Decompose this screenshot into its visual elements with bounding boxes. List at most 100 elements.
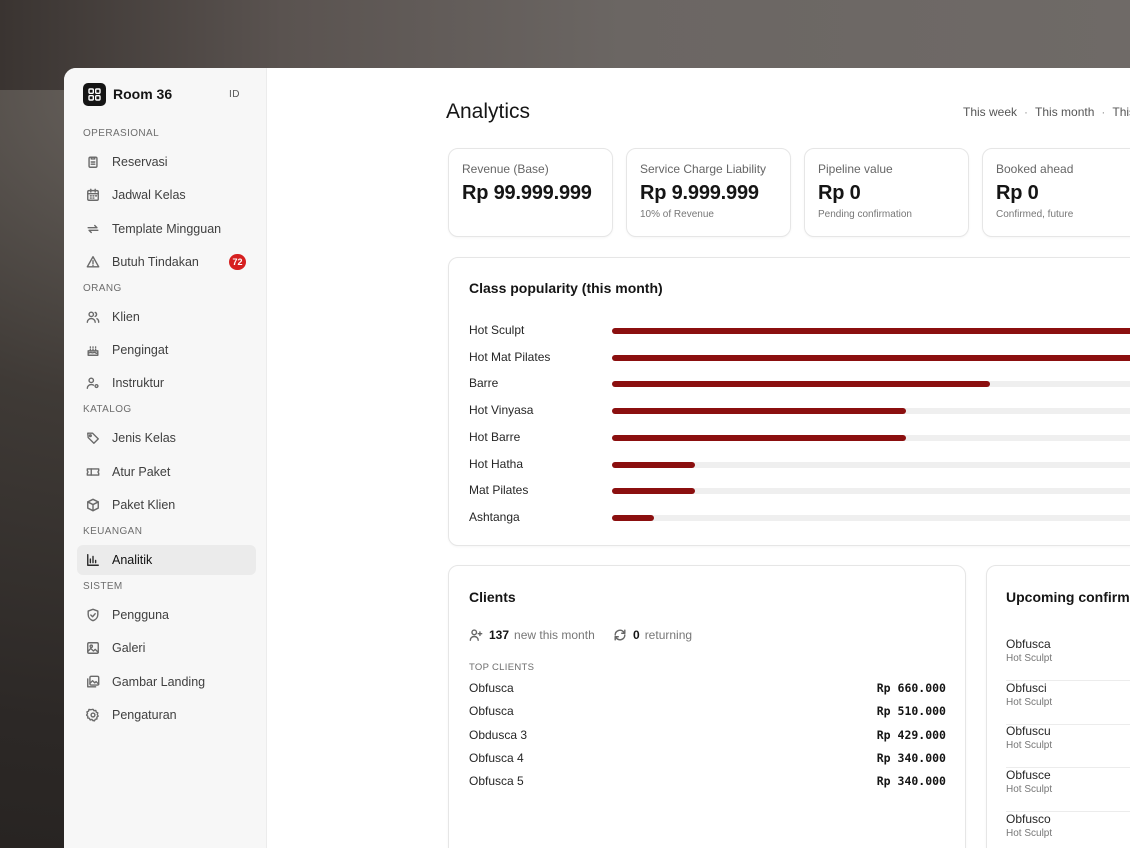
popularity-track [612, 514, 1130, 521]
kpi-booked-ahead-card: Booked ahead Rp 0 Confirmed, future [982, 148, 1130, 237]
sidebar-section-title: KEUANGAN [83, 526, 143, 538]
language-switch[interactable]: ID [229, 88, 240, 100]
sidebar-item-klien[interactable]: Klien [77, 302, 256, 332]
popularity-track [612, 461, 1130, 468]
kpi-pipeline-card: Pipeline value Rp 0 Pending confirmation [804, 148, 969, 237]
user-settings-icon [86, 376, 100, 390]
popularity-bar [612, 514, 654, 521]
client-amount: Rp 340.000 [876, 750, 946, 765]
popularity-row: Hot Vinyasa [469, 401, 1130, 421]
popularity-track [612, 434, 1130, 441]
ticket-icon [86, 465, 100, 479]
bar-chart-icon [86, 553, 100, 567]
tag-icon [86, 431, 100, 445]
warning-icon [86, 255, 100, 269]
upcoming-booking-row[interactable]: Obfusco Hot Sculpt [1006, 812, 1130, 848]
sidebar-section-title: ORANG [83, 282, 122, 294]
page-title: Analytics [446, 100, 531, 123]
top-client-row[interactable]: Obfusca Rp 510.000 [469, 704, 946, 724]
popularity-bar [612, 381, 990, 388]
users-icon [86, 310, 100, 324]
upcoming-booking-row[interactable]: Obfusca Hot Sculpt [1006, 637, 1130, 681]
shield-icon [86, 608, 100, 622]
upcoming-booking-row[interactable]: Obfuscu Hot Sculpt [1006, 724, 1130, 769]
popularity-bar [612, 328, 1130, 334]
popularity-row: Barre [469, 374, 1130, 394]
range-this-month[interactable]: This month [1035, 105, 1095, 119]
class-popularity-card: Class popularity (this month) Hot Sculpt… [448, 257, 1130, 546]
sidebar-item-label: Reservasi [112, 155, 168, 169]
class-label: Ashtanga [469, 509, 520, 524]
sidebar-item-reservasi[interactable]: Reservasi [77, 147, 256, 177]
top-client-row[interactable]: Obfusca 4 Rp 340.000 [469, 751, 946, 771]
popularity-track [612, 408, 1130, 415]
sidebar-item-label: Paket Klien [112, 498, 176, 513]
sidebar-item-label: Analitik [112, 553, 153, 568]
class-label: Hot Hatha [469, 456, 524, 471]
package-icon [86, 498, 100, 512]
class-label: Barre [469, 376, 499, 391]
kpi-value: Rp 0 [818, 182, 861, 204]
gear-icon [86, 708, 100, 722]
sidebar-item-atur-paket[interactable]: Atur Paket [77, 457, 256, 487]
sidebar-item-analitik[interactable]: Analitik [77, 545, 256, 576]
class-label: Hot Mat Pilates [469, 349, 551, 364]
client-amount: Rp 429.000 [876, 727, 946, 742]
sidebar-item-pengingat[interactable]: Pengingat [77, 335, 256, 365]
clipboard-icon [86, 155, 100, 169]
sidebar-item-jadwal-kelas[interactable]: Jadwal Kelas [77, 180, 256, 210]
sidebar-item-galeri[interactable]: Galeri [77, 633, 256, 663]
kpi-service-charge-card: Service Charge Liability Rp 9.999.999 10… [626, 148, 791, 237]
kpi-label: Pipeline value [818, 162, 893, 176]
popularity-row: Hot Barre [469, 428, 1130, 448]
kpi-value: Rp 0 [996, 182, 1039, 204]
range-this-year[interactable]: This [1112, 105, 1130, 119]
top-client-row[interactable]: Obfusca Rp 660.000 [469, 681, 946, 701]
upcoming-booking-row[interactable]: Obfusci Hot Sculpt [1006, 681, 1130, 725]
sidebar-item-butuh-tindakan[interactable]: Butuh Tindakan 72 [77, 247, 256, 277]
class-label: Hot Sculpt [469, 323, 525, 337]
booking-class-name: Hot Sculpt [1006, 740, 1053, 752]
class-label: Mat Pilates [469, 483, 529, 498]
upcoming-booking-row[interactable]: Obfusce Hot Sculpt [1006, 768, 1130, 813]
repeat-icon [86, 222, 100, 236]
card-title: Class popularity (this month) [469, 280, 663, 296]
sidebar-item-paket-klien[interactable]: Paket Klien [77, 490, 256, 520]
popularity-row: Mat Pilates [469, 481, 1130, 501]
sidebar-item-jenis-kelas[interactable]: Jenis Kelas [77, 423, 256, 453]
date-range-tabs: This week · This month · This [963, 105, 1130, 119]
popularity-track [612, 354, 1130, 361]
top-client-row[interactable]: Obdusca 3 Rp 429.000 [469, 728, 946, 748]
range-this-week[interactable]: This week [963, 105, 1018, 119]
top-client-row[interactable]: Obfusca 5 Rp 340.000 [469, 774, 946, 794]
sidebar-item-instruktur[interactable]: Instruktur [77, 368, 256, 398]
popularity-bar [612, 354, 1130, 361]
client-name: Obfusca [469, 704, 514, 719]
sidebar-item-pengaturan[interactable]: Pengaturan [77, 700, 256, 730]
sidebar-item-label: Klien [112, 309, 140, 324]
brand[interactable]: Room 36 ID [77, 82, 256, 106]
cake-icon [86, 343, 100, 357]
notification-badge: 72 [229, 253, 246, 270]
popularity-bar [612, 408, 907, 415]
returning-clients-label: returning [644, 628, 693, 642]
user-plus-icon [469, 629, 483, 641]
popularity-track [612, 328, 1130, 334]
kpi-subtext: Pending confirmation [818, 209, 912, 220]
booking-client-name: Obfusci [1006, 680, 1047, 695]
booking-client-name: Obfuscu [1006, 724, 1051, 739]
sidebar-item-gambar-landing[interactable]: Gambar Landing [77, 667, 256, 697]
sidebar-item-label: Template Mingguan [112, 221, 222, 236]
client-amount: Rp 510.000 [876, 704, 946, 719]
new-clients-stat: 137 new this month [469, 628, 595, 642]
sidebar-item-label: Galeri [112, 641, 146, 656]
sidebar-item-label: Pengguna [112, 608, 170, 623]
popularity-row: Hot Hatha [469, 455, 1130, 475]
sidebar-item-pengguna[interactable]: Pengguna [77, 600, 256, 630]
sidebar-section-title: KATALOG [83, 404, 132, 416]
range-separator: · [1101, 105, 1106, 119]
booking-client-name: Obfusce [1006, 768, 1051, 783]
sidebar-item-template-mingguan[interactable]: Template Mingguan [77, 214, 256, 244]
client-name: Obfusca [469, 681, 514, 695]
